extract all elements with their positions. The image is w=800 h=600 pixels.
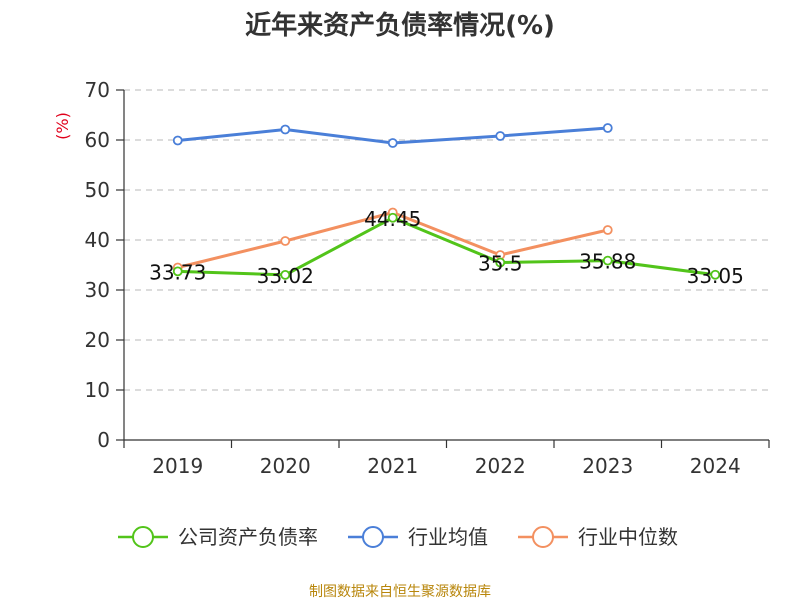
x-tick-label-2019: 2019: [152, 454, 203, 478]
series-lines: [172, 123, 721, 280]
legend-swatch-marker-0: [132, 526, 154, 548]
y-tick-label-60: 60: [85, 128, 110, 152]
legend-swatch-marker-1: [362, 526, 384, 548]
series-0: [172, 212, 721, 280]
legend-item-1: 行业均值: [348, 525, 488, 549]
point-1-2: [387, 138, 398, 148]
legend-label-1: 行业均值: [408, 525, 488, 549]
point-1-3: [495, 131, 506, 141]
y-axis-label: (%): [53, 112, 72, 140]
point-0-2: [387, 212, 398, 223]
point-0-3: [495, 257, 506, 268]
data-label-2: 44.45: [364, 207, 421, 231]
x-tick-label-2022: 2022: [475, 454, 526, 478]
legend-item-0: 公司资产负债率: [118, 525, 318, 549]
series-1: [172, 123, 613, 148]
y-tick-label-10: 10: [85, 378, 110, 402]
point-1-4: [602, 123, 613, 133]
series-2: [172, 207, 613, 273]
legend-swatch-marker-2: [532, 526, 554, 548]
y-tick-label-70: 70: [85, 78, 110, 102]
y-tick-label-0: 0: [97, 428, 110, 452]
legend-item-2: 行业中位数: [518, 525, 678, 549]
series-line-0: [177, 216, 716, 277]
x-tick-label-2023: 2023: [582, 454, 633, 478]
source-note: 制图数据来自恒生聚源数据库: [309, 584, 491, 600]
data-labels: 33.73 33.02 44.45 35.5 35.88 33.05: [149, 207, 744, 288]
x-tick-label-2020: 2020: [260, 454, 311, 478]
y-tick-label-50: 50: [85, 178, 110, 202]
y-tick-label-40: 40: [85, 228, 110, 252]
point-2-4: [602, 225, 613, 235]
legend: 公司资产负债率 行业均值 行业中位数: [118, 525, 678, 549]
point-0-0: [172, 266, 183, 277]
data-label-1: 33.02: [257, 264, 314, 288]
point-2-1: [280, 236, 291, 246]
legend-label-0: 公司资产负债率: [178, 525, 318, 549]
axes: 0 10 20 30 40 50 60 70 2019 2020 2021 2022 2023 2024: [85, 78, 770, 478]
point-0-4: [602, 255, 613, 266]
data-label-5: 33.05: [687, 264, 744, 288]
data-label-3: 35.5: [478, 252, 523, 276]
y-tick-label-30: 30: [85, 278, 110, 302]
data-label-4: 35.88: [579, 250, 636, 274]
point-0-1: [280, 269, 291, 280]
x-tick-label-2021: 2021: [367, 454, 418, 478]
data-label-0: 33.73: [149, 260, 206, 284]
point-0-5: [710, 269, 721, 280]
x-tick-label-2024: 2024: [690, 454, 741, 478]
point-1-0: [172, 135, 183, 146]
chart-title: 近年来资产负债率情况(%): [245, 10, 555, 41]
legend-label-2: 行业中位数: [578, 525, 678, 549]
point-1-1: [280, 124, 291, 135]
y-tick-label-20: 20: [85, 328, 110, 352]
